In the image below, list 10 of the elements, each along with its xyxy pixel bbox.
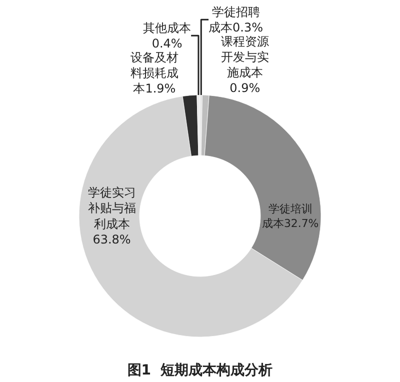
slice-label: 其他成本: [143, 20, 192, 35]
slice-label: 课程资源开发与实施成本: [220, 34, 269, 80]
data-label: 0.4%: [152, 36, 182, 50]
slice-label: 学徒培训成本32.7%: [262, 202, 319, 230]
data-label: 0.9%: [230, 81, 260, 96]
text: 图1 短期成本构成分析: [127, 362, 273, 378]
slice-label: 学徒招聘成本0.3%: [208, 4, 264, 34]
slice-label: 设备及材料损耗成本1.9%: [130, 50, 178, 96]
data-label: 63.8%: [92, 232, 131, 246]
slice-label: 学徒实习补贴与福利成本: [88, 186, 136, 231]
